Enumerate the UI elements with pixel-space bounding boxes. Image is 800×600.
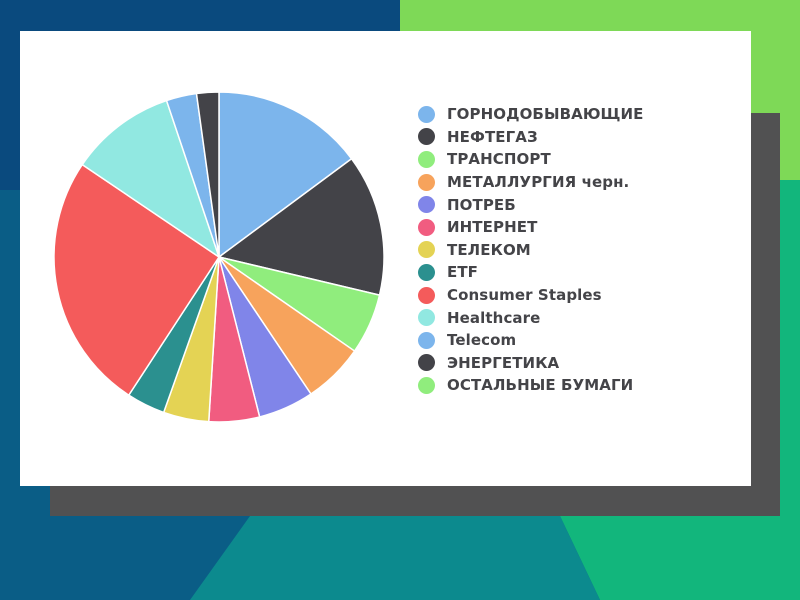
legend-item[interactable]: ETF: [418, 261, 644, 284]
legend-item[interactable]: ИНТЕРНЕТ: [418, 216, 644, 239]
bg-top-left-shape: [0, 0, 400, 190]
legend-swatch: [418, 105, 435, 123]
legend-label: Telecom: [447, 331, 517, 350]
legend-swatch: [418, 128, 435, 146]
pie-slice-1[interactable]: [218, 158, 385, 296]
chart-card: ГОРНОДОБЫВАЮЩИЕ НЕФТЕГАЗ ТРАНСПОРТ МЕТАЛЛУР…: [20, 31, 751, 486]
legend-item[interactable]: Healthcare: [418, 306, 644, 329]
legend-item[interactable]: ГОРНОДОБЫВАЮЩИЕ: [418, 103, 644, 126]
legend-item[interactable]: ТЕЛЕКОМ: [418, 239, 644, 262]
legend-swatch: [418, 218, 435, 236]
legend-label: МЕТАЛЛУРГИЯ черн.: [447, 173, 630, 192]
legend-item[interactable]: ОСТАЛЬНЫЕ БУМАГИ: [418, 374, 644, 397]
legend-label: ИНТЕРНЕТ: [447, 218, 538, 237]
bg-top-right-shape: [400, 0, 800, 180]
legend-label: ETF: [447, 263, 479, 282]
legend-item[interactable]: ПОТРЕБ: [418, 193, 644, 216]
pie-chart: [53, 91, 385, 423]
legend-label: ПОТРЕБ: [447, 195, 516, 214]
pie-slice-9[interactable]: [81, 99, 220, 258]
legend-item[interactable]: ТРАНСПОРТ: [418, 148, 644, 171]
legend-item[interactable]: МЕТАЛЛУРГИЯ черн.: [418, 171, 644, 194]
bg-bottom-center-shape: [190, 516, 600, 600]
legend-label: ГОРНОДОБЫВАЮЩИЕ: [447, 105, 644, 124]
legend-label: Consumer Staples: [447, 286, 602, 305]
pie-slice-11[interactable]: [195, 91, 220, 258]
legend-label: Healthcare: [447, 308, 541, 327]
legend-item[interactable]: Consumer Staples: [418, 284, 644, 307]
pie-slice-0[interactable]: [218, 91, 353, 258]
legend-item[interactable]: Telecom: [418, 329, 644, 352]
legend-swatch: [418, 309, 435, 327]
legend-swatch: [418, 263, 435, 281]
legend-label: ОСТАЛЬНЫЕ БУМАГИ: [447, 376, 634, 395]
legend-label: ЭНЕРГЕТИКА: [447, 353, 560, 372]
chart-legend: ГОРНОДОБЫВАЮЩИЕ НЕФТЕГАЗ ТРАНСПОРТ МЕТАЛЛУР…: [418, 103, 644, 397]
pie-slice-8[interactable]: [53, 163, 220, 396]
legend-swatch: [418, 150, 435, 168]
legend-label: ТЕЛЕКОМ: [447, 240, 531, 259]
legend-item[interactable]: НЕФТЕГАЗ: [418, 126, 644, 149]
bg-right-shape: [560, 180, 800, 600]
legend-swatch: [418, 173, 435, 191]
legend-swatch: [418, 354, 435, 372]
legend-swatch: [418, 376, 435, 394]
legend-item[interactable]: ЭНЕРГЕТИКА: [418, 352, 644, 375]
legend-swatch: [418, 331, 435, 349]
legend-label: НЕФТЕГАЗ: [447, 127, 538, 146]
legend-swatch: [418, 286, 435, 304]
legend-swatch: [418, 196, 435, 214]
legend-label: ТРАНСПОРТ: [447, 150, 551, 169]
legend-swatch: [418, 241, 435, 259]
